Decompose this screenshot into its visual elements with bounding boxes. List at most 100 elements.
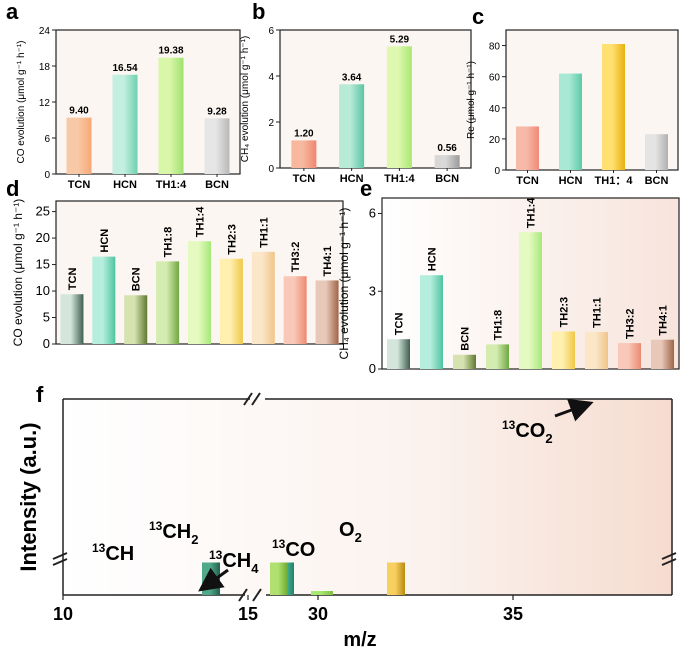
arrow-13co2 (554, 398, 594, 422)
bar (651, 339, 674, 369)
x-tick-label: 35 (503, 604, 523, 624)
category-label: TH4:1 (322, 246, 334, 277)
bar-value-label: 9.28 (207, 106, 227, 117)
y-tick-label: 6 (268, 26, 274, 37)
panel-label-a: a (6, 0, 19, 24)
x-tick-label: 30 (308, 604, 328, 624)
bar (92, 256, 116, 344)
axis-break-mark (238, 588, 248, 602)
y-tick-label: 40 (489, 104, 501, 115)
y-tick-label: 20 (489, 135, 501, 146)
axis-break-mark (661, 552, 677, 560)
bar-value-label: 19.38 (158, 46, 183, 57)
panel-label-f: f (36, 382, 44, 407)
y-tick-label: 80 (489, 42, 501, 53)
category-label: TH1:1 (258, 217, 270, 248)
label-13ch4: 13CH4 (209, 548, 259, 576)
category-label: TH1:4 (526, 197, 538, 228)
y-tick-label: 0 (369, 361, 376, 376)
chart-e: 0 3 6 CH₄ evolution (μmol g⁻¹ h⁻¹) TCN HCN BCN… (337, 197, 680, 376)
y-tick-label: 20 (36, 230, 50, 245)
category-label: TCN (394, 313, 406, 336)
category-label: TH1:1 (592, 297, 604, 328)
y-tick-label: 60 (489, 73, 501, 84)
bar-value-label: 0.56 (437, 143, 457, 154)
y-axis-label: CH₄ evolution (μmol g⁻¹ h⁻¹) (240, 36, 251, 163)
category-label: HCN (340, 173, 364, 185)
axis-break-mark (243, 392, 253, 406)
bar (251, 251, 275, 344)
category-label: BCN (205, 179, 229, 191)
y-tick-label: 0 (268, 164, 274, 175)
bar (219, 258, 243, 344)
panel-label-e: e (360, 176, 372, 201)
bar (519, 232, 542, 369)
bar (60, 294, 84, 344)
y-axis-label: CO evolution (μmol g⁻¹ h⁻¹) (16, 40, 27, 163)
y-tick-label: 15 (36, 257, 50, 272)
category-label: TCN (68, 179, 91, 191)
y-tick-label: 3 (369, 283, 376, 298)
arrow-13ch4 (198, 567, 229, 592)
bar (270, 562, 288, 595)
bar (453, 354, 476, 369)
bar-value-label: 9.40 (69, 106, 89, 117)
panel-label-c: c (472, 4, 484, 29)
bar-value-label: 1.20 (294, 128, 314, 139)
category-label: TH1:8 (163, 227, 175, 258)
panel-label-b: b (252, 0, 265, 24)
x-tick-label: 10 (53, 604, 73, 624)
y-axis-label: CH₄ evolution (μmol g⁻¹ h⁻¹) (337, 208, 351, 360)
bar (124, 295, 148, 344)
category-label: BCN (645, 175, 669, 187)
y-axis-label: Intensity (a.u.) (16, 422, 41, 571)
x-tick-label: 15 (238, 604, 258, 624)
label-13ch2: 13CH2 (149, 519, 198, 547)
plot-frame (279, 29, 472, 169)
y-axis-label: CO evolution (μmol g⁻¹ h⁻¹) (11, 199, 25, 347)
bar (291, 140, 317, 168)
category-label: HCN (559, 175, 583, 187)
y-tick-label: 0 (44, 170, 50, 181)
y-tick-label: 12 (39, 98, 51, 109)
bar (486, 344, 509, 369)
y-tick-label: 24 (39, 26, 51, 37)
y-tick-label: 10 (36, 283, 50, 298)
category-label: TH1:4 (156, 179, 187, 191)
axis-break-mark (52, 552, 68, 560)
chart-b: 0 2 4 6 CH₄ evolution (μmol g⁻¹ h⁻¹) 1.20 TCN 3… (240, 26, 472, 185)
bar (559, 73, 582, 170)
bar (552, 331, 575, 369)
bar (516, 126, 539, 170)
axis-break-mark (251, 392, 261, 406)
bar (188, 241, 211, 344)
bar (387, 562, 405, 595)
bar-value-label: 3.64 (342, 72, 362, 83)
x-axis-label: m/z (343, 629, 376, 651)
bar (387, 339, 410, 369)
category-label: HCN (427, 247, 439, 271)
bar (618, 343, 641, 369)
bar (158, 57, 184, 174)
bar (315, 280, 339, 344)
y-tick-label: 18 (39, 62, 51, 73)
bar (156, 261, 180, 344)
y-tick-label: 2 (268, 118, 274, 129)
category-label: HCN (113, 179, 137, 191)
category-label: TH3:2 (625, 309, 637, 340)
y-tick-label: 5 (43, 310, 50, 325)
category-label: TCN (516, 175, 539, 187)
y-tick-label: 25 (36, 204, 50, 219)
y-tick-label: 6 (369, 206, 376, 221)
y-tick-label: 0 (43, 336, 50, 351)
chart-a: 0 6 12 18 24 CO evolution (μmol g⁻¹ h⁻¹) 9.40 T… (16, 26, 241, 191)
category-label: TH1:4 (384, 173, 415, 185)
bar (283, 276, 307, 344)
plot-frame (505, 29, 679, 171)
panel-label-d: d (6, 176, 19, 201)
y-tick-label: 4 (268, 72, 274, 83)
category-label: TH1:4 (195, 206, 207, 237)
axis-break-mark (52, 558, 68, 566)
